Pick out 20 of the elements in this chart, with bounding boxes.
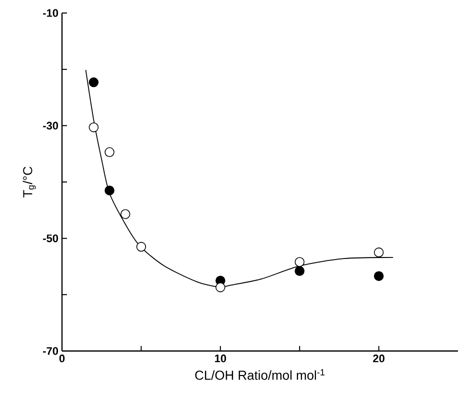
- point: [294, 266, 304, 276]
- point: [294, 257, 304, 267]
- y-axis-title: T$_{g}$/°C: [22, 166, 36, 198]
- y-tick-label: -30: [43, 122, 58, 130]
- point: [374, 248, 384, 258]
- point: [88, 77, 99, 88]
- x-axis-title: CL/OH Ratio/mol mol$^{-1}$: [195, 369, 325, 380]
- y-tick-label: -70: [43, 347, 58, 355]
- y-tick-label: -50: [43, 234, 58, 242]
- y-tick-label: -10: [43, 9, 58, 17]
- x-tick-label: 10: [214, 354, 226, 362]
- point: [216, 282, 226, 292]
- point: [88, 122, 99, 132]
- x-tick-label: 0: [59, 354, 65, 362]
- point: [104, 186, 114, 196]
- x-tick-label: 20: [373, 354, 384, 362]
- point: [374, 271, 384, 281]
- point: [136, 242, 146, 252]
- point: [104, 147, 114, 158]
- point: [120, 209, 130, 219]
